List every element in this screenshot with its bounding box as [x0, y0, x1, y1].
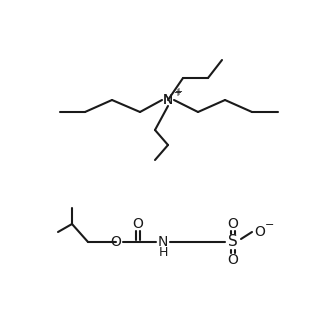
Text: S: S	[228, 235, 238, 249]
Text: N: N	[163, 93, 173, 107]
Text: N: N	[163, 93, 173, 107]
Text: +: +	[174, 87, 182, 97]
Text: O: O	[133, 217, 144, 231]
Text: O: O	[228, 253, 239, 267]
Text: O: O	[254, 225, 265, 239]
Text: H: H	[158, 246, 168, 258]
Text: +: +	[173, 88, 181, 98]
Text: O: O	[228, 217, 239, 231]
Text: O: O	[111, 235, 121, 249]
Text: N: N	[158, 235, 168, 249]
Text: −: −	[265, 220, 275, 230]
